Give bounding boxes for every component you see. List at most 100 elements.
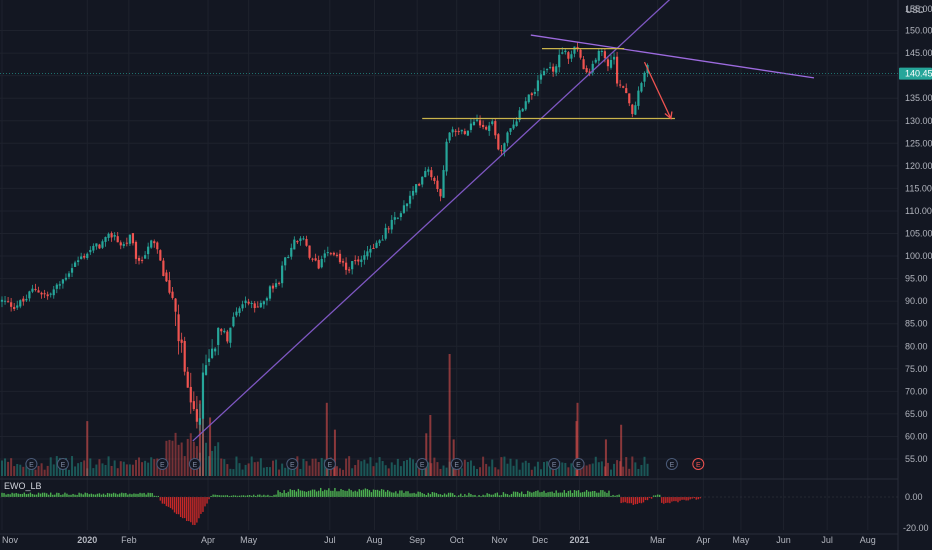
ewo-bar-positive (423, 493, 425, 497)
candle-body (217, 327, 220, 345)
ewo-bar-negative (669, 497, 671, 504)
ewo-bar-positive (153, 495, 155, 497)
ewo-bar-positive (490, 494, 492, 497)
candle-body (558, 54, 561, 68)
ewo-bar-positive (372, 489, 375, 497)
volume-bar (616, 460, 619, 476)
volume-bar (393, 464, 396, 476)
volume-bar (555, 469, 558, 476)
earnings-marker[interactable]: E (56, 458, 69, 470)
earnings-marker[interactable]: E (25, 458, 38, 470)
volume-bar (476, 468, 479, 476)
volume-bar (442, 465, 445, 476)
ewo-bar-positive (289, 489, 291, 497)
indicator-label[interactable]: EWO_LB (4, 481, 42, 491)
volume-bar (16, 463, 19, 476)
candle-body (3, 300, 7, 302)
earnings-marker[interactable]: E (450, 458, 463, 470)
volume-bar (405, 459, 408, 476)
x-tick-label: Oct (450, 535, 465, 545)
candle-body (198, 418, 202, 425)
volume-bar (640, 464, 643, 476)
ewo-bar-positive (135, 493, 137, 497)
volume-bar (396, 458, 399, 476)
ewo-bar-positive (498, 495, 501, 497)
volume-bar (37, 465, 40, 476)
y-tick-label: 135.00 (905, 93, 932, 103)
candle-body (332, 252, 336, 255)
ewo-bar-positive (435, 492, 438, 497)
ewo-bar-positive (279, 492, 281, 497)
ewo-bar-positive (516, 491, 519, 497)
candle-body (113, 234, 116, 237)
ewo-bar-positive (76, 494, 78, 497)
currency-label[interactable]: USD (905, 5, 925, 15)
candle-body (22, 298, 25, 302)
volume-bar (174, 432, 177, 476)
earnings-marker[interactable]: E (665, 458, 678, 470)
earnings-marker-letter: E (160, 462, 165, 469)
candle-body (384, 227, 387, 239)
ewo-bar-positive (362, 489, 365, 497)
earnings-marker[interactable]: E (548, 458, 561, 470)
ewo-bar-positive (110, 493, 113, 497)
earnings-marker[interactable]: E (416, 458, 429, 470)
rising-trendline[interactable] (192, 0, 680, 442)
ewo-bar-positive (376, 489, 379, 497)
ewo-bar-positive (143, 492, 145, 497)
volume-bar (250, 456, 253, 476)
x-tick-label: Jul (821, 535, 833, 545)
candle-body (600, 51, 603, 53)
ewo-bar-positive (421, 493, 423, 497)
ewo-bar-positive (370, 492, 373, 497)
earnings-marker[interactable]: E (156, 458, 169, 470)
volume-bar (606, 462, 609, 476)
volume-bar (503, 456, 506, 476)
earnings-marker[interactable]: E (692, 458, 705, 470)
earnings-marker[interactable]: E (323, 458, 336, 470)
volume-bar (430, 463, 433, 476)
y-tick-label: 95.00 (905, 274, 928, 284)
candle-body (134, 241, 138, 259)
earnings-marker[interactable]: E (188, 458, 201, 470)
volume-bar (220, 458, 223, 476)
volume-bar (259, 458, 262, 476)
candle-body (104, 237, 107, 242)
volume-bar (217, 442, 220, 476)
x-tick-label: Apr (696, 535, 710, 545)
ewo-bar-positive (368, 490, 371, 497)
volume-bar (506, 463, 509, 476)
projection-arrow[interactable] (643, 61, 672, 119)
candle-body (80, 256, 83, 259)
volume-bar (530, 469, 533, 476)
ewo-bar-positive (62, 494, 64, 497)
ewo-bar-positive (510, 493, 513, 497)
ewo-bar-positive (293, 489, 296, 497)
ewo-bar-positive (263, 494, 265, 497)
ewo-bar-positive (395, 491, 397, 497)
ewo-bar-positive (364, 488, 367, 497)
ewo-bar-positive (352, 491, 354, 497)
ewo-bar-positive (583, 491, 586, 497)
volume-bar (268, 467, 271, 476)
volume-bar (625, 457, 628, 476)
descending-resistance[interactable] (530, 34, 815, 79)
ewo-bar-negative (159, 497, 162, 501)
ewo-bar-negative (640, 497, 643, 504)
ewo-bar-positive (119, 493, 121, 497)
ewo-bar-positive (596, 492, 598, 497)
ewo-bar-positive (590, 491, 592, 497)
earnings-marker[interactable]: E (572, 458, 585, 470)
candle-body (436, 180, 439, 190)
ewo-bar-positive (565, 492, 568, 497)
ewo-bar-negative (683, 497, 685, 500)
candle-body (567, 52, 570, 59)
candle-body (439, 188, 442, 197)
ewo-bar-positive (287, 491, 289, 497)
ewo-bar-positive (37, 492, 40, 497)
volume-spike (620, 424, 623, 476)
ewo-bar-positive (579, 492, 582, 497)
earnings-marker[interactable]: E (286, 458, 299, 470)
